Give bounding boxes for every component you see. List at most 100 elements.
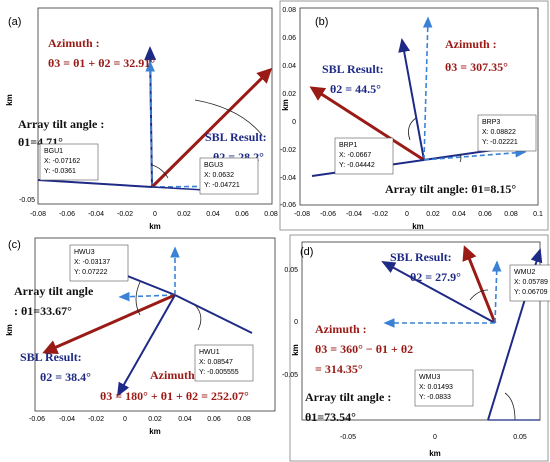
data-tip-text: BRP1 <box>339 142 357 149</box>
x-axis-label: km <box>429 449 441 458</box>
x-tick-label: 0.02 <box>426 211 440 218</box>
annotation: Array tilt angle <box>14 284 94 298</box>
vector-arrow <box>42 293 176 355</box>
y-tick-label: 0.02 <box>282 91 296 98</box>
panel-border <box>279 0 549 231</box>
x-tick-label: 0 <box>123 416 127 423</box>
data-tip-text: Y: -0.0833 <box>419 394 451 401</box>
x-tick-label: 0 <box>405 211 409 218</box>
x-tick-label: -0.04 <box>88 211 104 218</box>
x-tick-label: 0.08 <box>264 211 278 218</box>
x-tick-label: -0.06 <box>29 416 45 423</box>
annotation: θ2 = 44.5° <box>330 82 381 96</box>
data-tip-text: Y: -0.04721 <box>204 182 240 189</box>
vector-arrow <box>309 86 425 162</box>
plot-frame <box>37 7 273 205</box>
x-tick-label: -0.04 <box>59 416 75 423</box>
annotation: Array tilt angle : <box>18 117 104 131</box>
data-tip <box>69 244 129 282</box>
y-tick-label: -0.06 <box>280 202 296 209</box>
y-tick-label: 0.08 <box>282 7 296 14</box>
data-tip-text: Y: 0.06709 <box>514 289 548 296</box>
angle-arc <box>459 153 462 163</box>
data-tip-text: BGU3 <box>204 162 223 169</box>
angle-arc <box>135 281 141 316</box>
y-tick-label: -0.02 <box>280 147 296 154</box>
angle-arc <box>151 164 169 179</box>
x-tick-label: -0.08 <box>294 211 310 218</box>
data-tip-text: X: -0.0667 <box>339 152 371 159</box>
data-tip <box>477 114 537 152</box>
data-tip-text: Y: -0.04442 <box>339 162 375 169</box>
data-tip-text: HWU3 <box>74 249 95 256</box>
panel-label: (b) <box>315 16 328 28</box>
angle-arc <box>504 392 516 421</box>
data-tip-text: X: 0.01493 <box>419 384 453 391</box>
data-tip-text: X: 0.0632 <box>204 172 234 179</box>
x-tick-label: 0.08 <box>504 211 518 218</box>
x-axis-label: km <box>149 222 161 231</box>
y-tick-label: 0.05 <box>284 267 298 274</box>
annotation: Array tilt angle : <box>305 390 391 404</box>
x-tick-label: 0.06 <box>478 211 492 218</box>
x-tick-label: -0.04 <box>346 211 362 218</box>
data-tip-text: WMU2 <box>514 269 535 276</box>
x-tick-label: 0 <box>433 434 437 441</box>
y-tick-label: -0.04 <box>280 175 296 182</box>
annotation: θ3 = 307.35° <box>445 60 508 74</box>
data-tip <box>414 369 474 407</box>
annotation: : θ1=33.67° <box>14 304 72 318</box>
vector-arrow <box>462 245 497 324</box>
y-axis-label: km <box>281 99 290 111</box>
x-tick-label: -0.06 <box>59 211 75 218</box>
annotation: Azimuth : <box>48 36 100 50</box>
y-tick-label: -0.05 <box>282 372 298 379</box>
data-tip-text: BGU1 <box>44 148 63 155</box>
vector-arrow <box>491 260 502 324</box>
data-tip-text: X: -0.07162 <box>44 158 80 165</box>
y-tick-label: 0.04 <box>282 63 296 70</box>
vector-arrow <box>398 38 425 161</box>
data-tip-text: Y: 0.07222 <box>74 269 108 276</box>
x-tick-label: -0.06 <box>320 211 336 218</box>
x-tick-label: 0.04 <box>452 211 466 218</box>
plot-frame <box>299 7 539 206</box>
vector-arrow <box>150 67 273 189</box>
annotation: Azimuth : <box>315 322 367 336</box>
x-tick-label: -0.05 <box>340 434 356 441</box>
x-tick-label: -0.02 <box>117 211 133 218</box>
x-tick-label: 0.06 <box>207 416 221 423</box>
x-axis-label: km <box>412 222 424 231</box>
vector-arrow <box>118 291 176 302</box>
vector-arrow <box>117 294 176 397</box>
data-tip <box>194 344 254 382</box>
y-tick-label: 0 <box>294 319 298 326</box>
annotation: Array tilt angle: θ1=8.15° <box>385 182 516 196</box>
annotation: θ3 = θ1 + θ2 = 32.91° <box>48 56 155 70</box>
data-tip-text: BRP3 <box>482 119 500 126</box>
annotation: θ2 = 27.9° <box>410 270 461 284</box>
vector-arrow <box>381 261 496 324</box>
x-tick-label: 0.06 <box>235 211 249 218</box>
panel-label: (d) <box>300 246 313 258</box>
annotation: SBL Result: <box>205 130 267 144</box>
x-tick-label: -0.02 <box>372 211 388 218</box>
plot-frame <box>301 241 541 421</box>
annotation: θ2 = 38.4° <box>40 370 91 384</box>
data-tip <box>509 264 550 302</box>
data-tip-text: Y: -0.0361 <box>44 168 76 175</box>
annotation: Azimuth : <box>445 37 497 51</box>
plot-frame <box>34 237 276 412</box>
x-tick-label: 0.05 <box>513 434 527 441</box>
annotation: SBL Result: <box>20 350 82 364</box>
x-tick-label: -0.08 <box>30 211 46 218</box>
x-tick-label: 0 <box>153 211 157 218</box>
vector-arrow <box>174 294 253 334</box>
angle-arc <box>194 99 263 136</box>
annotation: θ1=73.54° <box>305 410 356 424</box>
x-tick-label: 0.08 <box>237 416 251 423</box>
vector-arrow <box>145 60 155 188</box>
vector-arrow <box>151 181 237 191</box>
x-tick-label: -0.02 <box>88 416 104 423</box>
x-tick-label: 0.02 <box>177 211 191 218</box>
